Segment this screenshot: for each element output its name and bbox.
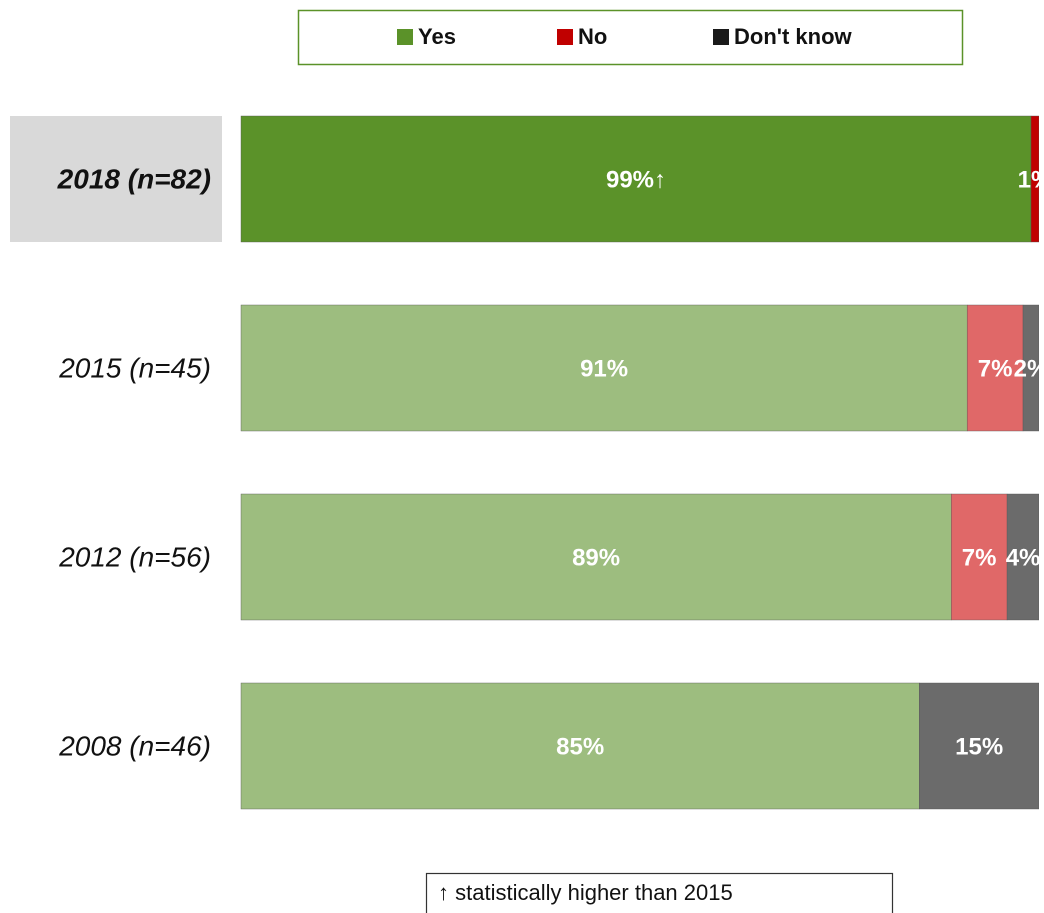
bar-segment [240, 304, 968, 432]
legend-swatch [397, 29, 413, 45]
legend-swatch [713, 29, 729, 45]
bar-segment [919, 682, 1039, 810]
legend-label: Yes [418, 24, 456, 49]
data-label: 99%↑ [606, 166, 666, 193]
legend-label: No [578, 24, 607, 49]
bar-segment [1030, 115, 1039, 243]
data-label: 15% [955, 733, 1003, 760]
data-label: 85% [556, 733, 604, 760]
category-label: 2018 (n=82) [57, 163, 211, 194]
legend-swatch [557, 29, 573, 45]
category-label: 2015 (n=45) [58, 352, 211, 383]
bar-segment [1022, 304, 1039, 432]
bar-segment [1006, 493, 1039, 621]
bar-segment [240, 493, 952, 621]
data-label: 4% [1006, 544, 1041, 571]
category-label: 2008 (n=46) [58, 730, 211, 761]
bar-segment [240, 115, 1032, 243]
data-label: 7% [962, 544, 997, 571]
data-label: 7% [978, 355, 1013, 382]
category-highlight [10, 116, 222, 242]
category-label: 2012 (n=56) [58, 541, 211, 572]
data-label: 2% [1014, 355, 1044, 382]
bars: 99%↑1%91%7%2%89%7%4%85%15% [240, 115, 1044, 810]
note-box [425, 872, 894, 913]
bar-segment [240, 682, 920, 810]
bar-segment [951, 493, 1008, 621]
note: ↑ statistically higher than 2015 [438, 880, 733, 905]
data-label: 89% [572, 544, 620, 571]
data-label: 91% [580, 355, 628, 382]
legend-label: Don't know [734, 24, 853, 49]
data-label: 1% [1018, 166, 1044, 193]
